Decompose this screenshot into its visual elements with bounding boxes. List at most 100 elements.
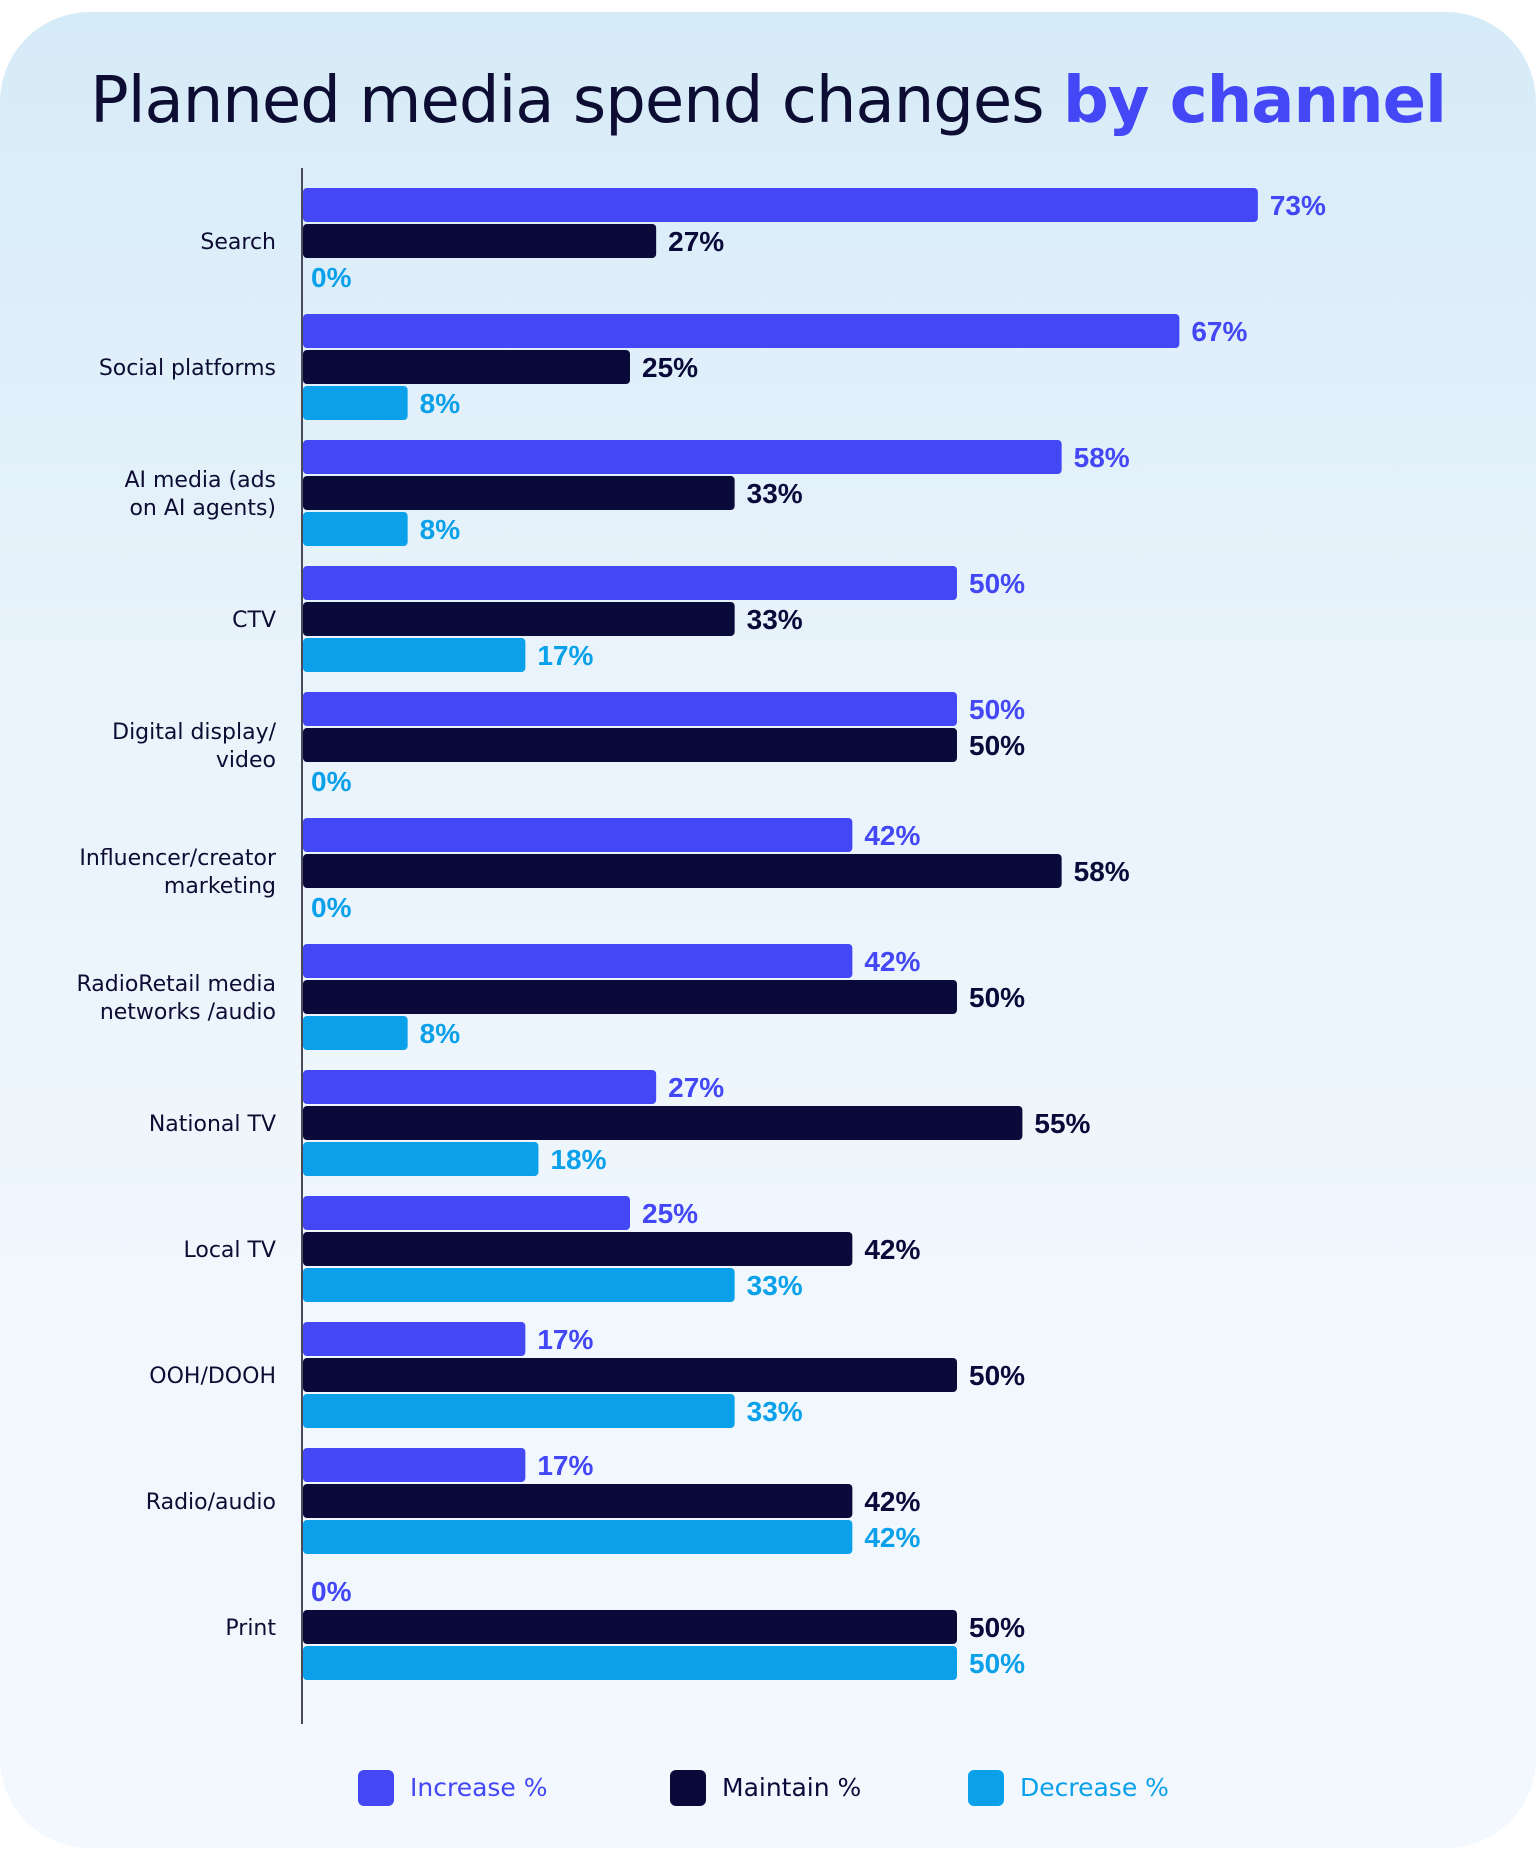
legend-label: Maintain % (722, 1773, 862, 1802)
data-label: 25% (642, 352, 698, 383)
category-label-line: OOH/DOOH (149, 1364, 276, 1389)
bar (303, 602, 735, 636)
category-label-line: on AI agents) (129, 496, 276, 521)
data-label: 8% (420, 1018, 461, 1049)
chart-title: Planned media spend changes by channel (0, 64, 1536, 138)
legend-label: Increase % (410, 1773, 548, 1802)
data-label: 58% (1074, 856, 1130, 887)
category-label-line: RadioRetail media (76, 972, 276, 997)
category-label: Search (200, 230, 276, 255)
category-label: Local TV (183, 1238, 276, 1263)
data-label: 33% (747, 1270, 803, 1301)
bar (303, 350, 630, 384)
category-label: Social platforms (99, 356, 276, 381)
category-label-line: networks /audio (100, 1000, 276, 1025)
bar (303, 1610, 957, 1644)
data-label: 33% (747, 478, 803, 509)
data-label: 50% (969, 1360, 1025, 1391)
legend-swatch (968, 1770, 1004, 1806)
category-label-line: CTV (232, 608, 276, 633)
bar (303, 1484, 853, 1518)
bar (303, 188, 1258, 222)
category-label-line: Digital display/ (112, 720, 276, 745)
bar (303, 818, 853, 852)
bar (303, 386, 408, 420)
data-label: 42% (864, 1486, 920, 1517)
legend-label: Decrease % (1020, 1773, 1169, 1802)
bar (303, 1232, 853, 1266)
category-label: Digital display/video (112, 720, 276, 773)
data-label: 58% (1074, 442, 1130, 473)
data-label: 27% (668, 226, 724, 257)
bar (303, 1268, 735, 1302)
bar (303, 1196, 630, 1230)
data-label: 33% (747, 1396, 803, 1427)
data-label: 17% (537, 1324, 593, 1355)
data-label: 8% (420, 388, 461, 419)
data-label: 25% (642, 1198, 698, 1229)
bar (303, 638, 526, 672)
data-label: 0% (311, 766, 352, 797)
category-label-line: video (216, 748, 276, 773)
bar (303, 1142, 539, 1176)
category-label-line: Influencer/creator (79, 846, 277, 871)
bar (303, 512, 408, 546)
bar (303, 1322, 526, 1356)
category-label-line: Print (225, 1616, 276, 1641)
category-label-line: Social platforms (99, 356, 276, 381)
data-label: 42% (864, 946, 920, 977)
legend-swatch (358, 1770, 394, 1806)
data-label: 0% (311, 1576, 352, 1607)
bar (303, 1448, 526, 1482)
data-label: 0% (311, 262, 352, 293)
data-label: 73% (1270, 190, 1326, 221)
data-label: 42% (864, 820, 920, 851)
data-label: 50% (969, 568, 1025, 599)
category-label: Influencer/creator marketing (79, 846, 277, 899)
bar (303, 1646, 957, 1680)
category-label: CTV (232, 608, 276, 633)
data-label: 33% (747, 604, 803, 635)
bar (303, 440, 1062, 474)
title-emphasis: by channel (1062, 64, 1447, 138)
category-label-line: marketing (164, 874, 276, 899)
bar (303, 944, 853, 978)
category-label: AI media (ads on AI agents) (124, 468, 276, 521)
bar (303, 1358, 957, 1392)
bar (303, 1016, 408, 1050)
category-label-line: AI media (ads (124, 468, 276, 493)
data-label: 0% (311, 892, 352, 923)
bar (303, 728, 957, 762)
data-label: 55% (1034, 1108, 1090, 1139)
data-label: 8% (420, 514, 461, 545)
data-label: 67% (1191, 316, 1247, 347)
bar (303, 1106, 1023, 1140)
category-label-line: Radio/audio (146, 1490, 276, 1515)
category-label: OOH/DOOH (149, 1364, 276, 1389)
data-label: 50% (969, 694, 1025, 725)
data-label: 17% (537, 1450, 593, 1481)
category-label-line: Local TV (183, 1238, 276, 1263)
bar (303, 224, 657, 258)
category-label: Radio/audio (146, 1490, 276, 1515)
bar (303, 1394, 735, 1428)
category-label-line: National TV (149, 1112, 276, 1137)
bar (303, 1070, 657, 1104)
category-label: National TV (149, 1112, 276, 1137)
bar (303, 1520, 853, 1554)
data-label: 42% (864, 1234, 920, 1265)
title-plain: Planned media spend changes (90, 64, 1063, 138)
data-label: 50% (969, 982, 1025, 1013)
category-label-line: Search (200, 230, 276, 255)
category-label: RadioRetail media networks /audio (76, 972, 276, 1025)
legend-swatch (670, 1770, 706, 1806)
bar (303, 692, 957, 726)
bar (303, 980, 957, 1014)
category-label: Print (225, 1616, 276, 1641)
data-label: 42% (864, 1522, 920, 1553)
bar (303, 314, 1180, 348)
data-label: 50% (969, 1612, 1025, 1643)
data-label: 50% (969, 730, 1025, 761)
data-label: 18% (550, 1144, 606, 1175)
